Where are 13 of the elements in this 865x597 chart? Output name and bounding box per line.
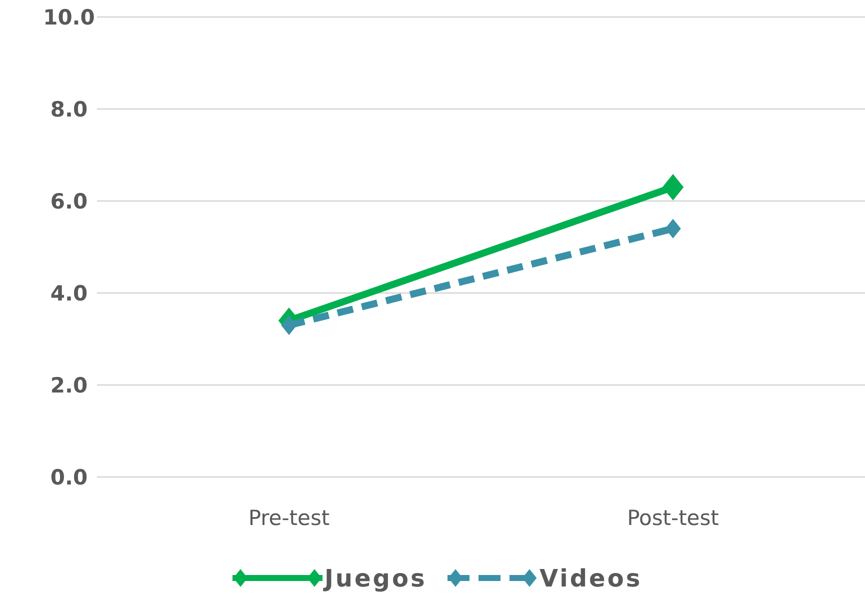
point <box>665 218 681 238</box>
legend-label: Videos <box>540 564 642 592</box>
point <box>281 315 297 335</box>
point <box>662 174 684 200</box>
y-tick-label: 0.0 <box>50 465 88 490</box>
legend-label: Juegos <box>322 564 427 592</box>
y-tick-label: 6.0 <box>50 189 88 214</box>
y-tick-label: 8.0 <box>50 97 88 122</box>
y-tick-label: 2.0 <box>50 373 88 398</box>
y-tick-label: 10.0 <box>43 5 95 30</box>
x-tick-label: Pre-test <box>248 506 330 530</box>
y-tick-label: 4.0 <box>50 281 88 306</box>
x-tick-label: Post-test <box>627 506 719 530</box>
